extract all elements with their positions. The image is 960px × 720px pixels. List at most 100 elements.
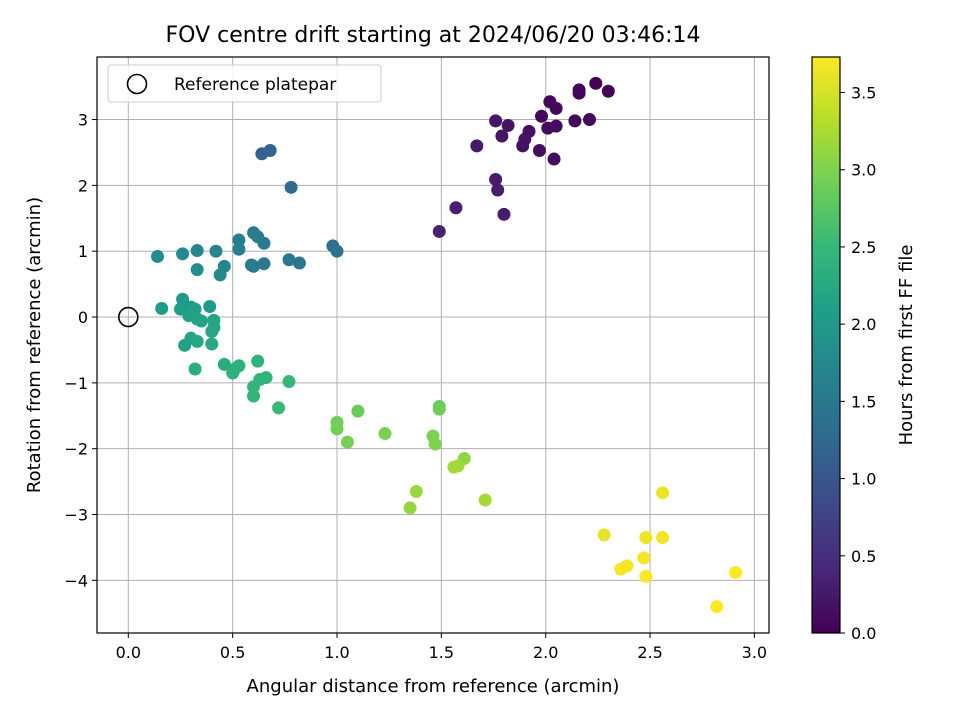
colorbar: 0.0 0.5 1.0 1.5 2.0 2.5 3.0 3.5 Hours from firs… xyxy=(811,56,917,643)
scatter-point xyxy=(282,253,296,267)
colorbar-tick-label: 3.0 xyxy=(851,161,876,180)
scatter-point xyxy=(247,259,261,273)
scatter-point xyxy=(284,180,298,194)
colorbar-tick-label: 0.5 xyxy=(851,547,876,566)
x-tick-label: 2.0 xyxy=(533,643,558,662)
y-tick-label: −3 xyxy=(64,506,88,525)
scatter-point xyxy=(710,600,724,614)
scatter-points xyxy=(151,76,743,614)
scatter-point xyxy=(232,242,246,256)
scatter-point xyxy=(190,334,204,348)
scatter-point xyxy=(292,256,306,270)
scatter-point xyxy=(247,389,261,403)
x-axis-ticks: 0.0 0.5 1.0 1.5 2.0 2.5 3.0 xyxy=(116,633,767,662)
y-tick-label: −1 xyxy=(64,374,88,393)
colorbar-gradient xyxy=(811,56,841,634)
scatter-point xyxy=(432,224,446,238)
scatter-point xyxy=(637,551,651,565)
y-axis-ticks: −4 −3 −2 −1 0 1 2 3 xyxy=(64,111,97,590)
colorbar-tick-label: 1.0 xyxy=(851,470,876,489)
scatter-point xyxy=(217,357,231,371)
scatter-point xyxy=(447,460,461,474)
scatter-point xyxy=(532,143,546,157)
scatter-point xyxy=(205,325,219,339)
colorbar-label: Hours from first FF file xyxy=(896,245,917,446)
scatter-point xyxy=(516,139,530,153)
scatter-point xyxy=(547,152,561,166)
scatter-point xyxy=(535,109,549,123)
scatter-point xyxy=(257,257,271,271)
reference-platepar-marker xyxy=(118,306,139,328)
legend-reference-marker xyxy=(126,73,148,95)
scatter-point xyxy=(194,314,208,328)
scatter-point xyxy=(232,233,246,247)
scatter-point xyxy=(501,118,515,132)
scatter-point xyxy=(639,531,653,545)
scatter-point xyxy=(247,380,261,394)
scatter-point xyxy=(205,337,219,351)
scatter-point xyxy=(272,401,286,415)
scatter-point xyxy=(656,531,670,545)
scatter-point xyxy=(330,244,344,258)
x-tick-label: 0.5 xyxy=(220,643,245,662)
x-tick-label: 2.5 xyxy=(637,643,662,662)
colorbar-tick-label: 2.5 xyxy=(851,238,876,257)
scatter-point xyxy=(491,183,505,197)
scatter-point xyxy=(330,422,344,436)
scatter-point xyxy=(428,437,442,451)
scatter-point xyxy=(470,139,484,153)
reference-marker-group xyxy=(118,306,139,328)
scatter-point xyxy=(601,84,615,98)
y-tick-label: −4 xyxy=(64,571,88,590)
scatter-point xyxy=(614,562,628,576)
x-tick-label: 1.0 xyxy=(324,643,349,662)
scatter-point xyxy=(495,129,509,143)
scatter-point xyxy=(351,404,365,418)
colorbar-ticks: 0.0 0.5 1.0 1.5 2.0 2.5 3.0 3.5 xyxy=(840,84,876,643)
scatter-point xyxy=(497,207,511,221)
scatter-point xyxy=(263,143,277,157)
scatter-point xyxy=(188,362,202,376)
scatter-point xyxy=(449,201,463,215)
y-tick-label: 2 xyxy=(78,176,88,195)
x-tick-label: 0.0 xyxy=(116,643,141,662)
scatter-point xyxy=(639,569,653,583)
scatter-point xyxy=(151,249,165,263)
scatter-point xyxy=(176,292,190,306)
scatter-point xyxy=(403,501,417,515)
y-tick-label: 3 xyxy=(78,111,88,130)
colorbar-tick-label: 0.0 xyxy=(851,624,876,643)
scatter-point xyxy=(656,486,670,500)
scatter-point xyxy=(340,435,354,449)
scatter-point xyxy=(489,114,503,128)
scatter-point xyxy=(251,230,265,244)
scatter-point xyxy=(409,484,423,498)
scatter-point xyxy=(549,101,563,115)
legend: Reference platepar xyxy=(107,64,382,103)
plot-frame xyxy=(96,56,770,634)
scatter-point xyxy=(190,263,204,277)
scatter-point xyxy=(178,338,192,352)
scatter-point xyxy=(213,268,227,282)
scatter-point xyxy=(259,371,273,385)
scatter-point xyxy=(583,113,597,127)
legend-box xyxy=(107,64,382,103)
y-axis-label: Rotation from reference (arcmin) xyxy=(24,197,45,493)
x-tick-label: 1.5 xyxy=(429,643,454,662)
scatter-point xyxy=(589,76,603,90)
scatter-point xyxy=(176,247,190,261)
scatter-point xyxy=(568,114,582,128)
scatter-point xyxy=(378,427,392,441)
y-tick-label: 1 xyxy=(78,242,88,261)
scatter-point xyxy=(209,244,223,258)
scatter-point xyxy=(203,299,217,313)
colorbar-tick-label: 2.0 xyxy=(851,315,876,334)
x-axis-label: Angular distance from reference (arcmin) xyxy=(247,676,620,697)
colorbar-tick-label: 3.5 xyxy=(851,84,876,103)
y-tick-label: −2 xyxy=(64,440,88,459)
scatter-point xyxy=(489,172,503,186)
scatter-point xyxy=(478,493,492,507)
scatter-point xyxy=(541,121,555,135)
scatter-point xyxy=(251,354,265,368)
